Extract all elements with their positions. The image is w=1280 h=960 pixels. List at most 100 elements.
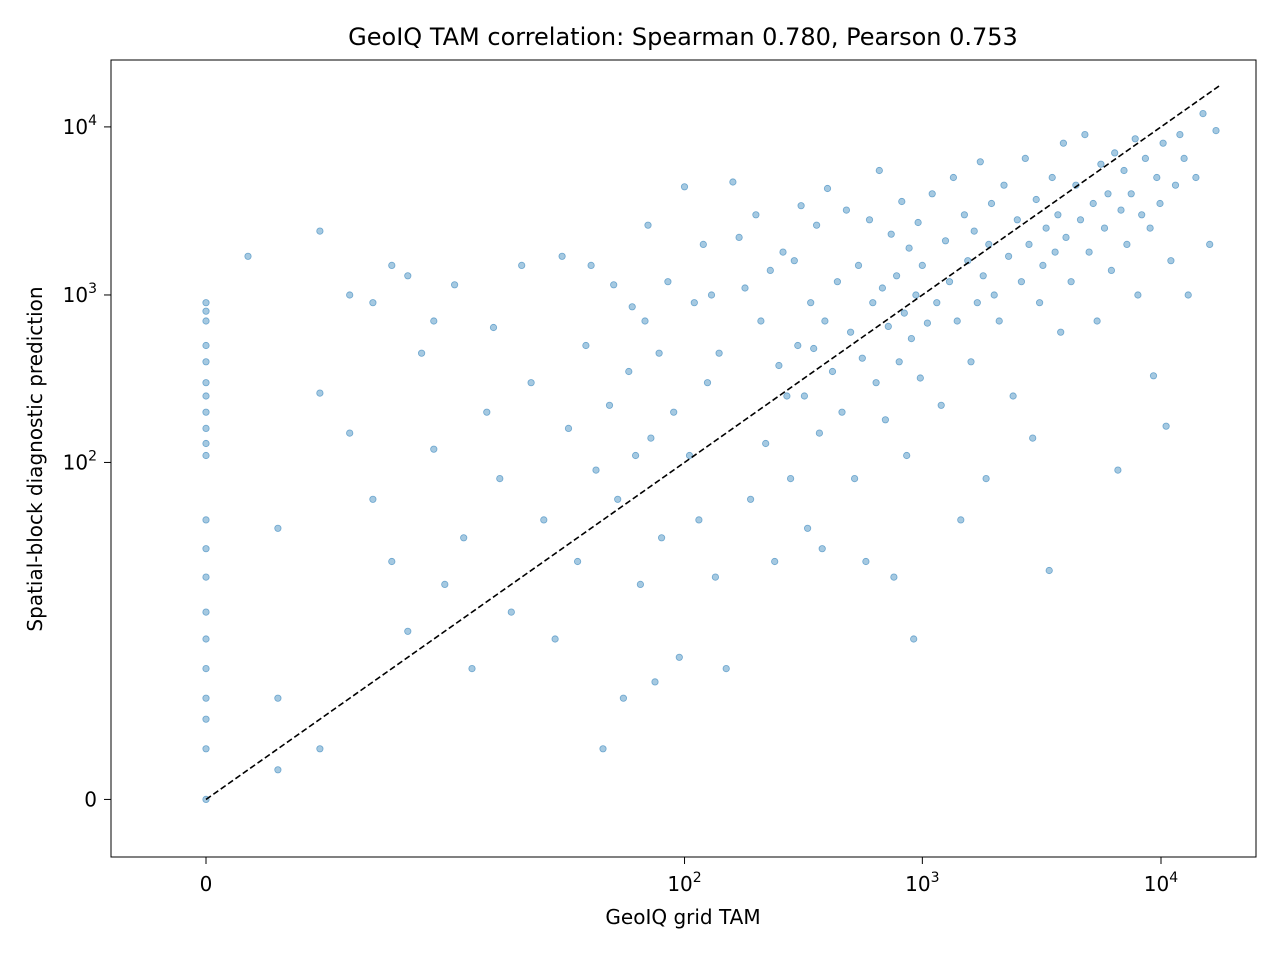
data-point: [641, 317, 649, 325]
data-point: [771, 557, 779, 566]
data-point: [1111, 149, 1119, 157]
data-point: [670, 408, 678, 416]
data-point: [699, 240, 707, 248]
data-point: [746, 495, 755, 503]
data-point: [460, 534, 468, 542]
data-point: [664, 278, 672, 286]
data-point: [202, 379, 210, 387]
x-tick-label: 104: [1144, 870, 1178, 896]
data-point: [872, 379, 880, 387]
data-point: [655, 349, 663, 357]
data-point: [587, 261, 595, 269]
data-point: [1100, 224, 1109, 232]
data-point: [970, 227, 978, 235]
data-point: [790, 257, 798, 265]
data-point: [973, 299, 981, 307]
data-point: [905, 244, 913, 252]
data-point: [729, 178, 737, 186]
data-point: [1067, 278, 1075, 286]
data-point: [1062, 233, 1070, 241]
data-point: [657, 534, 666, 542]
data-point: [1076, 216, 1085, 224]
data-point: [573, 557, 582, 566]
data-point: [1104, 190, 1112, 198]
data-point: [1146, 224, 1154, 232]
data-point: [582, 341, 590, 350]
data-point: [690, 299, 698, 307]
data-point: [202, 545, 210, 553]
data-point: [815, 429, 824, 437]
data-point: [1029, 434, 1037, 442]
data-point: [895, 358, 903, 366]
data-point: [881, 416, 890, 424]
data-point: [828, 367, 837, 376]
data-point: [441, 580, 449, 589]
data-point: [202, 694, 210, 702]
data-point: [202, 408, 210, 416]
data-point: [752, 211, 760, 219]
data-point: [388, 557, 396, 566]
data-point: [810, 344, 818, 353]
data-point: [842, 206, 851, 214]
data-point: [960, 211, 969, 219]
data-point: [783, 392, 791, 400]
data-point: [316, 227, 324, 235]
data-point: [912, 291, 920, 299]
data-point: [707, 291, 716, 299]
data-point: [274, 766, 282, 774]
data-point: [862, 557, 870, 566]
y-axis-label: Spatial-block diagnostic prediction: [23, 286, 47, 631]
data-point: [680, 183, 689, 191]
data-point: [527, 379, 535, 387]
data-point: [1017, 278, 1026, 286]
data-point: [404, 627, 412, 635]
data-point: [807, 299, 815, 307]
data-point: [1089, 199, 1097, 208]
data-point: [1156, 199, 1164, 208]
data-point: [1138, 211, 1146, 219]
data-point: [1131, 135, 1139, 143]
data-point: [468, 664, 476, 673]
data-point: [887, 230, 895, 238]
data-point: [202, 745, 210, 753]
data-point: [274, 694, 282, 702]
data-point: [890, 573, 898, 581]
data-point: [1051, 248, 1059, 256]
data-point: [1180, 154, 1188, 162]
data-point: [540, 516, 548, 524]
y-tick-label: 103: [63, 281, 97, 307]
data-point: [202, 715, 210, 723]
data-point: [592, 466, 600, 474]
data-point: [933, 299, 941, 307]
data-point: [489, 323, 498, 332]
data-point: [202, 299, 210, 307]
data-point: [797, 202, 805, 210]
data-point: [1127, 190, 1135, 198]
data-point: [903, 451, 911, 460]
data-point: [202, 317, 210, 325]
data-point: [1153, 173, 1161, 182]
data-point: [907, 334, 916, 343]
data-point: [878, 284, 887, 292]
data-point: [800, 392, 809, 400]
data-point: [1114, 466, 1122, 474]
plot-frame: [110, 59, 1257, 858]
data-point: [987, 199, 996, 208]
data-point: [404, 272, 412, 280]
data-point: [1032, 195, 1040, 204]
data-point: [949, 173, 958, 182]
data-point: [995, 317, 1003, 325]
data-point: [1048, 173, 1056, 182]
data-point: [818, 545, 826, 553]
y-tick-label: 102: [63, 448, 97, 474]
data-point: [1159, 139, 1167, 147]
data-point: [202, 341, 210, 350]
data-point: [417, 349, 426, 357]
data-point: [647, 434, 655, 442]
data-point: [775, 361, 783, 370]
data-point: [1162, 422, 1170, 430]
data-point: [610, 281, 618, 289]
data-point: [979, 272, 987, 280]
data-point: [1085, 248, 1093, 256]
